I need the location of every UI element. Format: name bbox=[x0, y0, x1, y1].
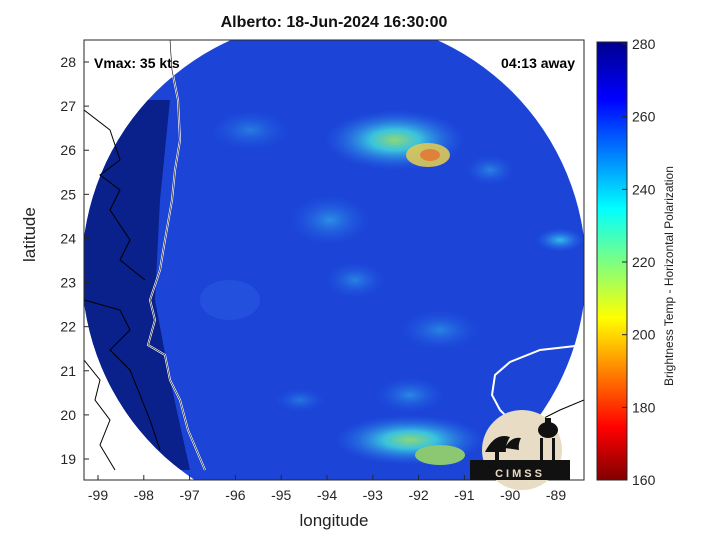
colorbar-tick-label: 220 bbox=[632, 254, 656, 270]
y-tick-label: 19 bbox=[60, 451, 76, 467]
colorbar-tick-label: 160 bbox=[632, 472, 656, 488]
logo-text: CIMSS bbox=[495, 468, 545, 480]
x-tick-label: -93 bbox=[363, 487, 383, 503]
colorbar-tick-label: 180 bbox=[632, 399, 656, 415]
colorbar-tick-label: 200 bbox=[632, 327, 656, 343]
colorbar: 280 260 240 220 200 180 160 bbox=[596, 36, 656, 488]
x-tick-label: -94 bbox=[317, 487, 337, 503]
y-axis: 28 27 26 25 24 23 22 21 20 19 bbox=[60, 54, 89, 467]
x-axis-label: longitude bbox=[299, 511, 369, 530]
brightness-temp-swath bbox=[84, 40, 584, 480]
colorbar-tick-label: 280 bbox=[632, 36, 656, 52]
y-tick-label: 24 bbox=[60, 230, 76, 246]
time-away-annotation: 04:13 away bbox=[501, 55, 575, 71]
x-tick-label: -90 bbox=[500, 487, 520, 503]
cimss-logo: CIMSS bbox=[470, 410, 570, 490]
y-tick-label: 22 bbox=[60, 319, 76, 335]
x-tick-label: -95 bbox=[271, 487, 291, 503]
vmax-annotation: Vmax: 35 kts bbox=[94, 55, 180, 71]
y-axis-label: latitude bbox=[20, 207, 39, 262]
x-tick-label: -97 bbox=[179, 487, 199, 503]
y-tick-label: 23 bbox=[60, 275, 76, 291]
y-tick-label: 25 bbox=[60, 186, 76, 202]
y-tick-label: 27 bbox=[60, 98, 76, 114]
y-tick-label: 20 bbox=[60, 407, 76, 423]
y-tick-label: 26 bbox=[60, 142, 76, 158]
map-title: Alberto: 18-Jun-2024 16:30:00 bbox=[220, 14, 448, 31]
x-tick-label: -98 bbox=[134, 487, 154, 503]
x-tick-label: -99 bbox=[88, 487, 108, 503]
y-tick-label: 21 bbox=[60, 363, 76, 379]
x-axis: -99 -98 -97 -96 -95 -94 -93 -92 -91 -90 -89 bbox=[88, 475, 566, 503]
colorbar-tick-label: 240 bbox=[632, 181, 656, 197]
x-tick-label: -91 bbox=[454, 487, 474, 503]
colorbar-tick-label: 260 bbox=[632, 109, 656, 125]
y-tick-label: 28 bbox=[60, 54, 76, 70]
x-tick-label: -92 bbox=[408, 487, 428, 503]
plot-area bbox=[84, 40, 584, 480]
x-tick-label: -89 bbox=[546, 487, 566, 503]
x-tick-label: -96 bbox=[225, 487, 245, 503]
colorbar-label: Brightness Temp - Horizontal Polarizatio… bbox=[662, 166, 676, 386]
